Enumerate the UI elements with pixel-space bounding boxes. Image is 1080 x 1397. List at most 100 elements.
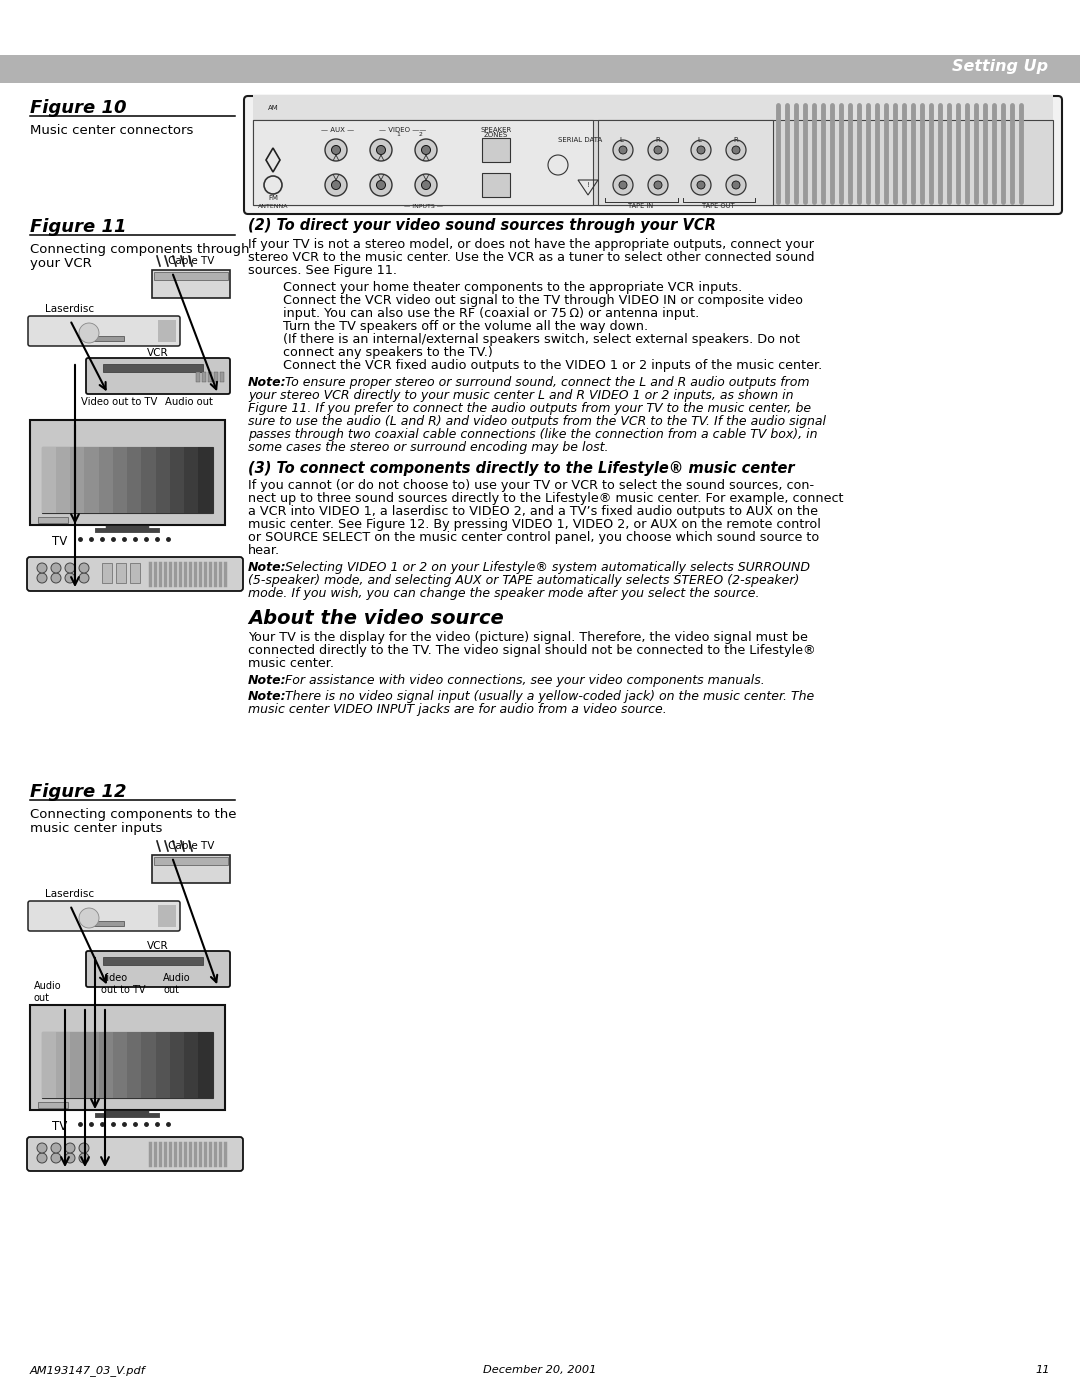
Bar	[84, 337, 124, 341]
Bar	[214, 372, 218, 381]
Circle shape	[37, 1153, 48, 1162]
Text: Figure 11. If you prefer to connect the audio outputs from your TV to the music : Figure 11. If you prefer to connect the …	[248, 402, 811, 415]
Bar	[0, 54, 1080, 82]
Text: Figure 11: Figure 11	[30, 218, 126, 236]
Bar	[198, 1032, 213, 1098]
Bar	[141, 447, 156, 513]
Bar	[42, 447, 57, 513]
Circle shape	[37, 1143, 48, 1153]
Bar	[84, 921, 124, 926]
Text: Note:: Note:	[248, 673, 286, 687]
Circle shape	[619, 147, 627, 154]
Circle shape	[613, 140, 633, 161]
Circle shape	[726, 140, 746, 161]
Text: Turn the TV speakers off or the volume all the way down.: Turn the TV speakers off or the volume a…	[283, 320, 648, 332]
Text: Audio
out: Audio out	[163, 972, 191, 995]
Text: If you cannot (or do not choose to) use your TV or VCR to select the sound sourc: If you cannot (or do not choose to) use …	[248, 479, 814, 492]
Circle shape	[732, 182, 740, 189]
Circle shape	[648, 175, 669, 196]
Circle shape	[37, 563, 48, 573]
Text: sources. See Figure 11.: sources. See Figure 11.	[248, 264, 397, 277]
Text: Figure 12: Figure 12	[30, 782, 126, 800]
Bar	[38, 1102, 68, 1108]
Circle shape	[370, 138, 392, 161]
Circle shape	[325, 175, 347, 196]
Text: Figure 10: Figure 10	[30, 99, 126, 117]
Text: TV: TV	[52, 1120, 67, 1133]
Text: ANTENNA: ANTENNA	[258, 204, 288, 210]
Bar	[42, 447, 213, 513]
Text: Connecting components to the: Connecting components to the	[30, 807, 237, 821]
Circle shape	[370, 175, 392, 196]
Circle shape	[79, 573, 89, 583]
Text: 11: 11	[1036, 1365, 1050, 1375]
Text: mode. If you wish, you can change the speaker mode after you select the source.: mode. If you wish, you can change the sp…	[248, 587, 759, 599]
Circle shape	[79, 323, 99, 344]
Text: Laserdisc: Laserdisc	[45, 305, 95, 314]
Text: Note:: Note:	[248, 690, 286, 703]
Text: For assistance with video connections, see your video components manuals.: For assistance with video connections, s…	[281, 673, 765, 687]
Text: If your TV is not a stereo model, or does not have the appropriate outputs, conn: If your TV is not a stereo model, or doe…	[248, 237, 814, 251]
Bar	[42, 1032, 57, 1098]
Circle shape	[332, 180, 340, 190]
Text: music center inputs: music center inputs	[30, 821, 162, 835]
Bar	[141, 1032, 156, 1098]
Text: (3) To connect components directly to the Lifestyle® music center: (3) To connect components directly to th…	[248, 461, 795, 476]
Bar	[253, 95, 1053, 120]
Bar	[113, 447, 129, 513]
Bar	[84, 1032, 99, 1098]
Text: SERIAL DATA: SERIAL DATA	[558, 137, 603, 142]
Circle shape	[415, 138, 437, 161]
Circle shape	[51, 563, 60, 573]
Text: Audio
out: Audio out	[33, 981, 62, 1003]
Bar	[116, 563, 126, 583]
Circle shape	[79, 1153, 89, 1162]
FancyBboxPatch shape	[28, 901, 180, 930]
Circle shape	[79, 563, 89, 573]
Text: Note:: Note:	[248, 562, 286, 574]
Bar	[113, 1032, 129, 1098]
Text: There is no video signal input (usually a yellow-coded jack) on the music center: There is no video signal input (usually …	[281, 690, 814, 703]
Circle shape	[726, 175, 746, 196]
Text: stereo VCR to the music center. Use the VCR as a tuner to select other connected: stereo VCR to the music center. Use the …	[248, 251, 814, 264]
Circle shape	[377, 145, 386, 155]
Text: Connect the VCR fixed audio outputs to the VIDEO 1 or 2 inputs of the music cent: Connect the VCR fixed audio outputs to t…	[283, 359, 822, 372]
Text: passes through two coaxial cable connections (like the connection from a cable T: passes through two coaxial cable connect…	[248, 427, 818, 441]
Bar	[195, 372, 200, 381]
Text: — AUX —: — AUX —	[322, 127, 354, 133]
Bar	[130, 563, 140, 583]
Text: sure to use the audio (L and R) and video outputs from the VCR to the TV. If the: sure to use the audio (L and R) and vide…	[248, 415, 826, 427]
Circle shape	[732, 147, 740, 154]
Text: Connecting components through: Connecting components through	[30, 243, 249, 256]
Bar	[156, 447, 171, 513]
Circle shape	[332, 145, 340, 155]
FancyBboxPatch shape	[27, 1137, 243, 1171]
Circle shape	[654, 147, 662, 154]
Bar	[154, 272, 228, 279]
Circle shape	[65, 563, 75, 573]
Text: Your TV is the display for the video (picture) signal. Therefore, the video sign: Your TV is the display for the video (pi…	[248, 631, 808, 644]
Text: !: !	[586, 182, 590, 189]
Circle shape	[619, 182, 627, 189]
Text: 1         2: 1 2	[383, 131, 423, 137]
Text: Music center connectors: Music center connectors	[30, 124, 193, 137]
Circle shape	[65, 573, 75, 583]
Text: About the video source: About the video source	[248, 609, 503, 629]
Text: some cases the stereo or surround encoding may be lost.: some cases the stereo or surround encodi…	[248, 441, 608, 454]
Bar	[253, 120, 593, 205]
Text: To ensure proper stereo or surround sound, connect the L and R audio outputs fro: To ensure proper stereo or surround soun…	[281, 376, 810, 388]
Text: — VIDEO ——: — VIDEO ——	[379, 127, 427, 133]
Text: Setting Up: Setting Up	[951, 59, 1048, 74]
Bar	[103, 365, 203, 372]
Bar	[99, 1032, 114, 1098]
Circle shape	[51, 1143, 60, 1153]
Text: (5-speaker) mode, and selecting AUX or TAPE automatically selects STEREO (2-spea: (5-speaker) mode, and selecting AUX or T…	[248, 574, 799, 587]
Text: a VCR into VIDEO 1, a laserdisc to VIDEO 2, and a TV’s fixed audio outputs to AU: a VCR into VIDEO 1, a laserdisc to VIDEO…	[248, 504, 818, 518]
Text: Cable TV: Cable TV	[167, 841, 214, 851]
Bar	[220, 372, 224, 381]
Text: SPEAKER: SPEAKER	[481, 127, 512, 133]
Circle shape	[37, 573, 48, 583]
Text: Video out to TV: Video out to TV	[81, 397, 158, 407]
Text: R: R	[656, 137, 660, 142]
Circle shape	[65, 1143, 75, 1153]
